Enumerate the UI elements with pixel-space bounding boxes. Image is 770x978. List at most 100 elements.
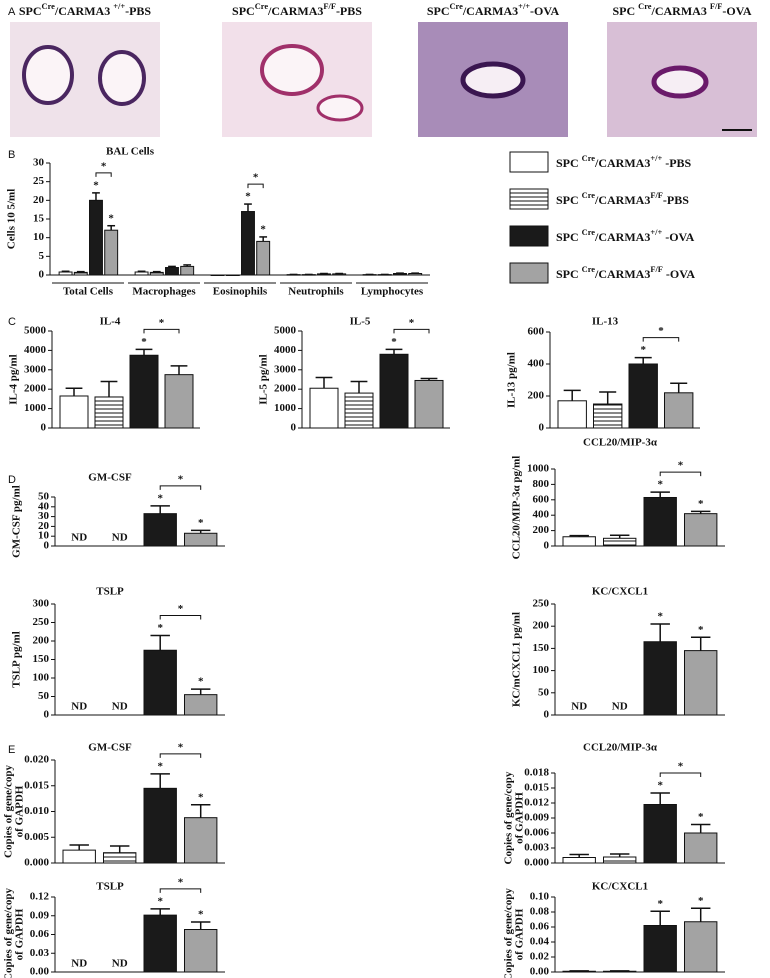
- bar: [225, 274, 240, 276]
- bar: [180, 265, 195, 276]
- y-axis-label: Copies of gene/copy: [3, 888, 15, 978]
- y-tick-label: 4000: [274, 344, 297, 356]
- bar: [643, 925, 677, 973]
- y-tick-label: 0.020: [24, 754, 49, 766]
- y-axis-label: Copies of gene/copy: [3, 765, 15, 858]
- comparison-bracket: [159, 753, 202, 758]
- y-tick-label: 0.012: [524, 797, 549, 809]
- y-tick-label: 0: [539, 422, 545, 434]
- airway: [651, 65, 709, 99]
- legend-label: SPC Cre/CARMA3+/+ -OVA: [556, 228, 695, 244]
- bar: [344, 392, 374, 429]
- y-tick-label: 800: [533, 478, 550, 490]
- text-part: SPC: [232, 4, 255, 18]
- image-caption: SPCCre/CARMA3+/+-OVA: [427, 2, 560, 18]
- comparison-label: *: [159, 317, 165, 329]
- value-label: ND: [71, 701, 87, 713]
- text-part: SPC: [427, 4, 450, 18]
- y-tick-label: 0.08: [530, 906, 550, 918]
- bar: [143, 649, 177, 716]
- legend-label: SPC Cre/CARMA3F/F -OVA: [556, 265, 695, 281]
- y-tick-label: 0.006: [524, 827, 549, 839]
- y-tick-label: 100: [533, 664, 550, 676]
- text-part: SPC: [612, 4, 638, 18]
- micrographs: [10, 22, 757, 137]
- text-part: /CARMA3: [594, 156, 650, 170]
- bar: [241, 211, 255, 276]
- y-axis-label: Copies of gene/copy: [503, 888, 515, 978]
- value-label: *: [260, 223, 266, 235]
- legend-label: SPC Cre/CARMA3+/+ -PBS: [556, 154, 692, 170]
- text-part: -OVA: [530, 4, 559, 18]
- chart-title: GM-CSF: [88, 742, 132, 754]
- comparison-bracket: [159, 888, 202, 893]
- y-tick-label: 0.00: [530, 966, 550, 978]
- y-tick-label: 5000: [274, 325, 297, 337]
- y-tick-label: 0.02: [530, 951, 550, 963]
- chart-title: CCL20/MIP-3α: [583, 742, 658, 754]
- y-axis-label: of GAPDH: [14, 908, 26, 960]
- y-tick-label: 0.000: [524, 857, 549, 869]
- comparison-bracket: [659, 471, 702, 477]
- value-label: *: [157, 622, 163, 634]
- value-label: *: [198, 676, 204, 688]
- y-tick-label: 3000: [24, 363, 47, 375]
- y-tick-label: 0: [291, 422, 297, 434]
- bar: [104, 229, 119, 276]
- value-label: ND: [612, 701, 628, 713]
- y-tick-label: 0.005: [24, 831, 49, 843]
- value-label: *: [198, 791, 204, 803]
- y-tick-label: 30: [33, 157, 45, 169]
- value-label: ND: [71, 958, 87, 970]
- y-tick-label: 0.12: [30, 891, 50, 903]
- text-part: SPC: [556, 267, 582, 281]
- bar: [603, 537, 637, 547]
- bar: [684, 513, 718, 547]
- y-tick-label: 0.00: [30, 966, 50, 978]
- y-tick-label: 0: [44, 709, 50, 721]
- superscript: Cre: [638, 2, 652, 11]
- panel-letter: B: [8, 149, 15, 161]
- y-tick-label: 0.009: [524, 812, 549, 824]
- y-tick-label: 200: [533, 524, 550, 536]
- bar: [643, 804, 677, 864]
- y-tick-label: 5: [39, 250, 45, 262]
- comparison-label: *: [178, 603, 184, 615]
- comparison-bracket: [247, 183, 264, 189]
- y-axis-label: IL-13 pg/ml: [506, 352, 518, 408]
- value-label: *: [157, 760, 163, 772]
- bar: [628, 363, 658, 429]
- comparison-bracket: [159, 485, 202, 490]
- superscript: F/F: [323, 2, 336, 11]
- y-tick-label: 600: [533, 493, 550, 505]
- image-caption: SPCCre/CARMA3F/F-PBS: [232, 2, 362, 18]
- comparison-label: *: [178, 876, 184, 888]
- bar: [129, 354, 159, 429]
- value-label: *: [157, 895, 163, 907]
- value-label: *: [93, 179, 99, 191]
- chart-title: IL-4: [100, 316, 121, 328]
- superscript: Cre: [582, 154, 596, 163]
- y-tick-label: 10: [38, 530, 50, 542]
- value-label: *: [108, 212, 114, 224]
- value-label: *: [141, 336, 147, 348]
- y-tick-label: 0.06: [30, 928, 50, 940]
- value-label: *: [640, 344, 646, 356]
- bar: [149, 271, 164, 276]
- bar: [562, 857, 596, 864]
- bar: [593, 403, 623, 429]
- bar: [684, 832, 718, 864]
- value-label: *: [391, 336, 397, 348]
- bar: [184, 817, 218, 864]
- y-tick-label: 0.09: [30, 909, 50, 921]
- bar: [603, 856, 637, 864]
- y-tick-label: 150: [33, 653, 50, 665]
- y-tick-label: 3000: [274, 363, 297, 375]
- y-tick-label: 1000: [527, 463, 550, 475]
- comparison-label: *: [101, 160, 107, 172]
- chart-title: GM-CSF: [88, 472, 132, 484]
- text-part: SPC: [19, 4, 42, 18]
- value-label: ND: [112, 958, 128, 970]
- value-label: *: [157, 492, 163, 504]
